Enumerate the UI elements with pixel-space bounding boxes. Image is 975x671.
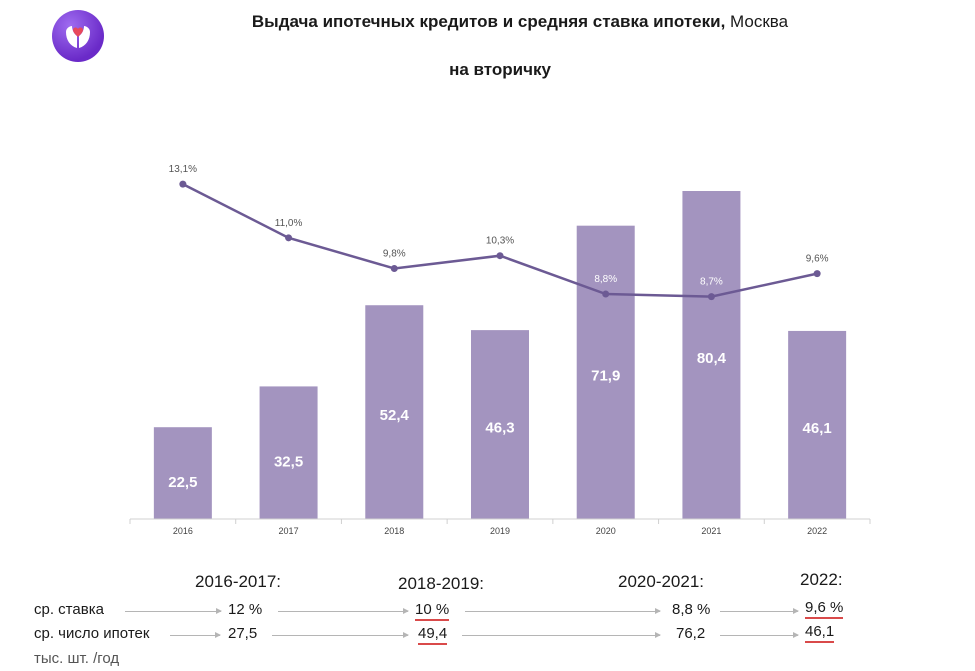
- arrow: [462, 632, 661, 638]
- chart-subtitle: на вторичку: [449, 60, 551, 79]
- bar: [576, 225, 635, 520]
- chart: 22,532,552,446,371,980,446,1 2016 2017 201…: [129, 164, 871, 536]
- period-header: 2020-2021:: [618, 572, 705, 591]
- bar-value-label: 22,5: [168, 474, 197, 491]
- chart-title: Выдача ипотечных кредитов и средняя став…: [0, 12, 975, 32]
- period-header: 2016-2017:: [195, 572, 282, 591]
- logo: [52, 10, 104, 62]
- rate-point: [707, 293, 715, 301]
- rate-label: 10,3%: [486, 236, 514, 247]
- row-label-rate: ср. ставка: [34, 601, 104, 618]
- rate-point: [179, 180, 187, 188]
- arrow: [278, 608, 409, 614]
- x-tick-label: 2021: [701, 526, 721, 536]
- arrow: [272, 632, 409, 638]
- rate-value: 12 %: [228, 601, 263, 618]
- rate-label: 11,0%: [275, 218, 303, 229]
- bar-value-label: 80,4: [697, 350, 727, 367]
- rate-value: 9,6 %: [805, 599, 844, 619]
- arrow: [170, 632, 221, 638]
- count-value: 76,2: [676, 625, 706, 642]
- bar-value-label: 46,3: [485, 420, 514, 437]
- x-tick-label: 2019: [490, 526, 510, 536]
- bar-labels-group: 22,5 32,5 52,4 46,3 71,9 80,4 46,1: [168, 350, 831, 491]
- bar: [153, 427, 212, 519]
- rate-value: 10 %: [415, 601, 450, 621]
- title-main: Выдача ипотечных кредитов и средняя став…: [251, 12, 726, 31]
- bars-group: [153, 191, 847, 520]
- rate-points: [179, 180, 821, 301]
- count-value: 46,1: [805, 623, 835, 643]
- bar-value-label: 52,4: [380, 407, 410, 424]
- bar-value-label: 71,9: [591, 367, 620, 384]
- rate-point: [813, 270, 821, 278]
- bar: [365, 305, 424, 519]
- rate-label: 9,8%: [383, 248, 406, 259]
- bar-value-label: 46,1: [803, 420, 832, 437]
- arrow: [125, 608, 222, 614]
- bar: [259, 386, 318, 519]
- hands-heart-icon: [66, 26, 90, 48]
- count-value: 49,4: [418, 625, 448, 645]
- rate-label: 13,1%: [169, 164, 197, 175]
- bar: [471, 330, 529, 519]
- units-note: тыс. шт. /год: [34, 650, 120, 667]
- bar: [682, 191, 741, 519]
- bar-value-label: 32,5: [274, 454, 303, 471]
- x-axis-ticks: [129, 519, 871, 524]
- x-tick-labels: 2016 2017 2018 2019 2020 2021 2022: [173, 526, 827, 536]
- rate-label: 9,6%: [806, 254, 829, 265]
- rate-value: 8,8 %: [672, 601, 711, 618]
- x-tick-label: 2020: [596, 526, 616, 536]
- x-tick-label: 2022: [807, 526, 827, 536]
- bar: [788, 330, 847, 519]
- x-tick-label: 2016: [173, 526, 193, 536]
- row-label-count: ср. число ипотек: [34, 625, 150, 642]
- period-header: 2022:: [800, 570, 843, 589]
- arrow: [720, 608, 799, 614]
- rate-label: 8,8%: [594, 274, 617, 285]
- rate-point: [390, 264, 398, 272]
- x-tick-label: 2017: [279, 526, 299, 536]
- rate-point: [285, 234, 293, 242]
- title-city: Москва: [730, 12, 789, 31]
- arrow: [465, 608, 661, 614]
- rate-label: 8,7%: [700, 277, 723, 288]
- rate-labels: 13,1% 11,0% 9,8% 10,3% 8,8% 8,7% 9,6%: [169, 164, 829, 287]
- x-tick-label: 2018: [384, 526, 404, 536]
- period-header: 2018-2019:: [398, 574, 485, 593]
- rate-point: [496, 252, 504, 260]
- count-value: 27,5: [228, 625, 258, 642]
- arrow: [720, 632, 799, 638]
- rate-point: [602, 290, 610, 298]
